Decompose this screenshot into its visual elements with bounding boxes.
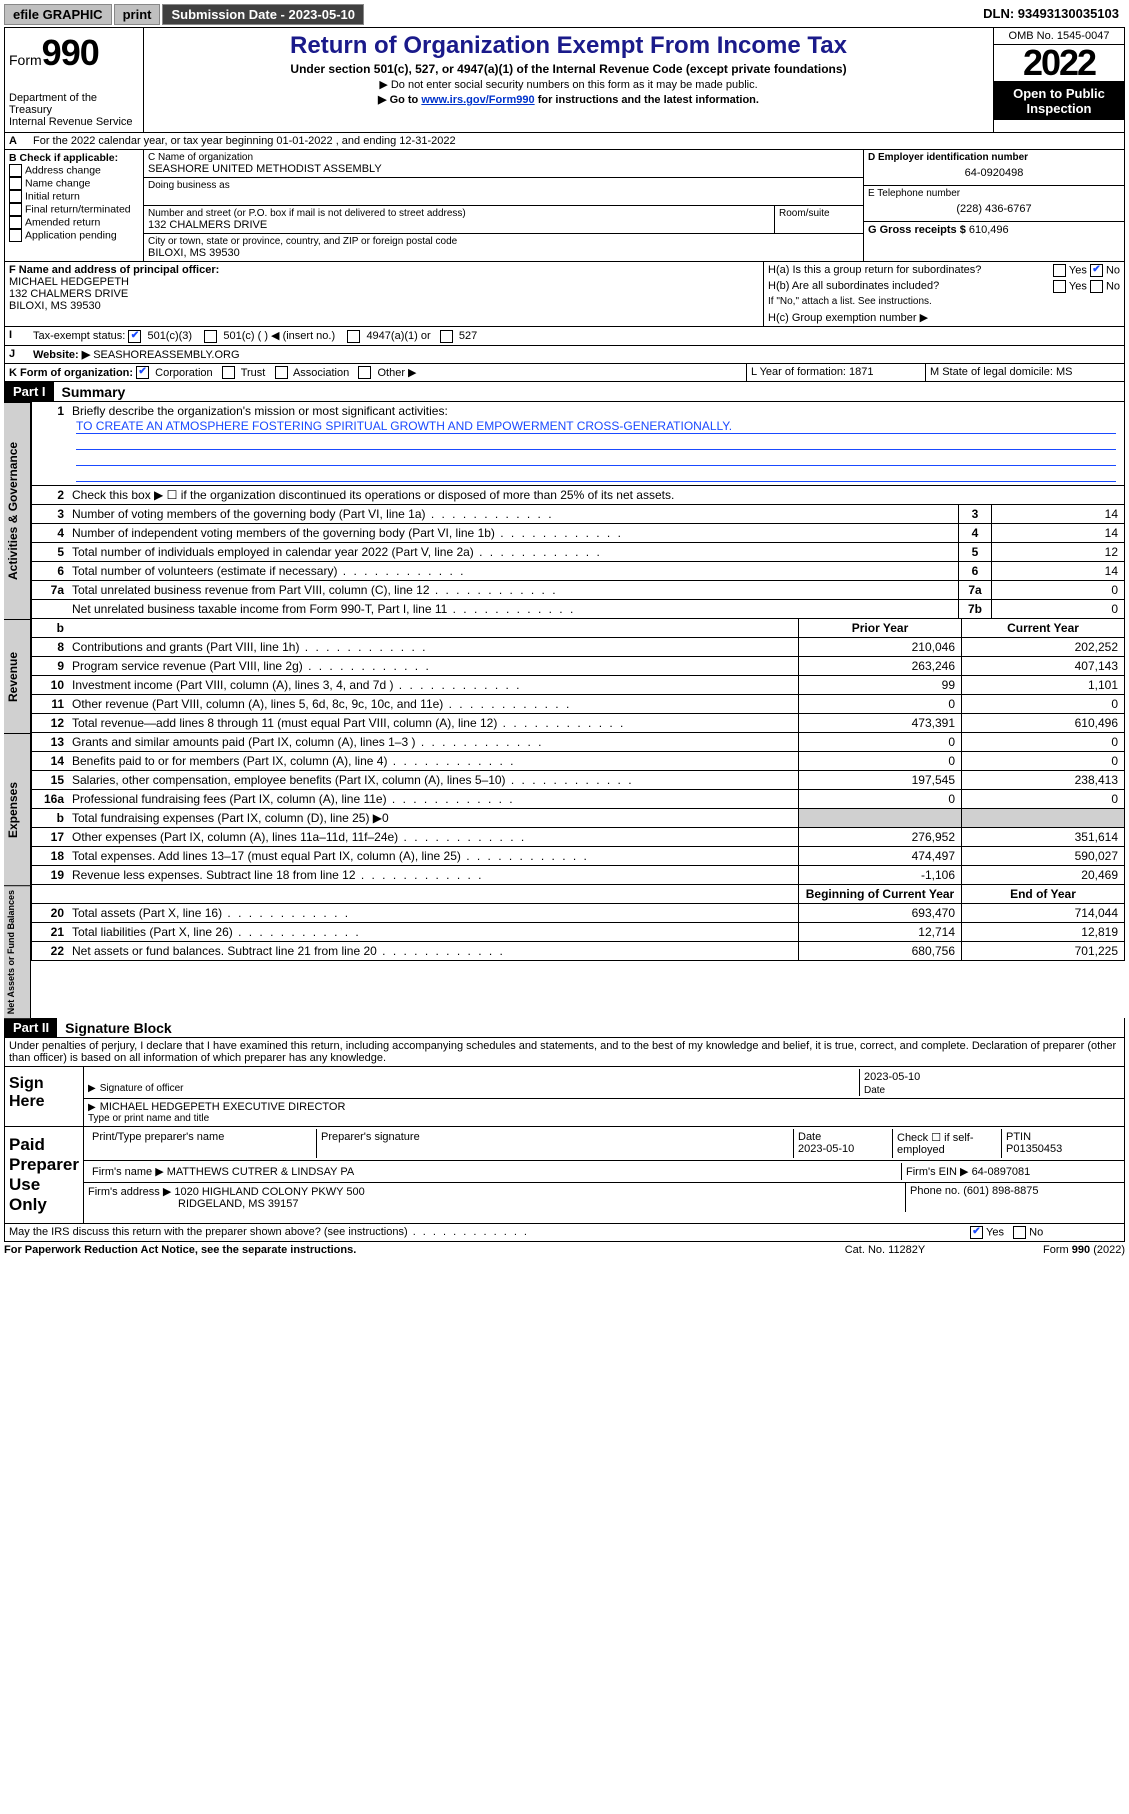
summary-line: Grants and similar amounts paid (Part IX… [68, 733, 798, 751]
section-f: F Name and address of principal officer:… [5, 262, 764, 326]
section-h-b: H(b) Are all subordinates included? Yes … [764, 278, 1124, 294]
form-subtitle: Under section 501(c), 527, or 4947(a)(1)… [148, 62, 989, 76]
sign-here-label: Sign Here [5, 1067, 84, 1126]
form-number: Form990 [9, 32, 139, 74]
discuss-question: May the IRS discuss this return with the… [5, 1224, 966, 1241]
summary-line: Total number of individuals employed in … [68, 543, 958, 561]
ptin-col: PTINP01350453 [1002, 1129, 1120, 1158]
self-employed-col: Check ☐ if self-employed [893, 1129, 1002, 1158]
line-1: Briefly describe the organization's miss… [68, 402, 1124, 485]
firm-name: Firm's name ▶ MATTHEWS CUTRER & LINDSAY … [88, 1163, 901, 1180]
form-title: Return of Organization Exempt From Incom… [148, 32, 989, 60]
summary-line: Net unrelated business taxable income fr… [68, 600, 958, 618]
part-2-title: Signature Block [57, 1020, 172, 1036]
vtab-net-assets: Net Assets or Fund Balances [4, 885, 31, 1018]
form-ref: Form 990 (2022) [975, 1244, 1125, 1256]
vtab-revenue: Revenue [4, 619, 31, 733]
form-note-2: ▶ Go to www.irs.gov/Form990 for instruct… [148, 93, 989, 106]
officer-name: MICHAEL HEDGEPETH EXECUTIVE DIRECTOR [88, 1101, 1120, 1113]
firm-address: Firm's address ▶ 1020 HIGHLAND COLONY PK… [84, 1183, 905, 1212]
summary-line: Revenue less expenses. Subtract line 18 … [68, 866, 798, 884]
section-c-dba: Doing business as [144, 178, 863, 206]
officer-name-label: Type or print name and title [88, 1113, 1120, 1124]
instructions-link[interactable]: www.irs.gov/Form990 [421, 94, 534, 106]
preparer-date-col: Date2023-05-10 [794, 1129, 893, 1158]
summary-line: Total assets (Part X, line 16) [68, 904, 798, 922]
form-note-1: ▶ Do not enter social security numbers o… [148, 78, 989, 91]
summary-line: Total revenue—add lines 8 through 11 (mu… [68, 714, 798, 732]
signature-date: 2023-05-10 [860, 1069, 1120, 1085]
efile-graphic-label: efile GRAPHIC [4, 4, 112, 25]
section-c-address: Number and street (or P.O. box if mail i… [144, 206, 775, 233]
section-j: Website: ▶ SEASHOREASSEMBLY.ORG [29, 346, 244, 363]
vtab-expenses: Expenses [4, 733, 31, 885]
col-current-year: Current Year [961, 619, 1124, 637]
summary-line: Other expenses (Part IX, column (A), lin… [68, 828, 798, 846]
summary-line: Other revenue (Part VIII, column (A), li… [68, 695, 798, 713]
section-i: Tax-exempt status: 501(c)(3) 501(c) ( ) … [29, 327, 481, 345]
section-c-name: C Name of organization SEASHORE UNITED M… [144, 150, 863, 178]
paid-preparer-label: Paid Preparer Use Only [5, 1127, 84, 1223]
part-1-title: Summary [54, 384, 126, 400]
top-bar: efile GRAPHIC print Submission Date - 20… [4, 4, 1125, 25]
section-m: M State of legal domicile: MS [925, 364, 1124, 382]
tax-year: 2022 [994, 45, 1124, 82]
pra-notice: For Paperwork Reduction Act Notice, see … [4, 1244, 795, 1256]
summary-line: Total expenses. Add lines 13–17 (must eq… [68, 847, 798, 865]
cat-no: Cat. No. 11282Y [795, 1244, 975, 1256]
dept-label: Department of the Treasury [9, 92, 139, 116]
submission-date: Submission Date - 2023-05-10 [162, 4, 364, 25]
preparer-name-col: Print/Type preparer's name [88, 1129, 317, 1158]
section-k: K Form of organization: Corporation Trus… [5, 364, 746, 382]
col-end-year: End of Year [961, 885, 1124, 903]
col-prior-year: Prior Year [798, 619, 961, 637]
irs-label: Internal Revenue Service [9, 116, 139, 128]
part-2-header: Part II [5, 1018, 57, 1037]
section-b: B Check if applicable: Address change Na… [5, 150, 144, 261]
section-e: E Telephone number (228) 436-6767 [864, 186, 1124, 222]
summary-line: Program service revenue (Part VIII, line… [68, 657, 798, 675]
line-16b: Total fundraising expenses (Part IX, col… [68, 809, 798, 827]
firm-phone: Phone no. (601) 898-8875 [905, 1183, 1124, 1212]
penalties-statement: Under penalties of perjury, I declare th… [4, 1038, 1125, 1067]
section-c-city: City or town, state or province, country… [144, 234, 863, 261]
section-d: D Employer identification number 64-0920… [864, 150, 1124, 186]
tax-year-range: For the 2022 calendar year, or tax year … [29, 133, 460, 149]
open-to-public: Open to Public Inspection [994, 82, 1124, 120]
vtab-governance: Activities & Governance [4, 402, 31, 619]
summary-line: Professional fundraising fees (Part IX, … [68, 790, 798, 808]
section-h-c: H(c) Group exemption number ▶ [764, 309, 1124, 326]
row-a: A For the 2022 calendar year, or tax yea… [4, 133, 1125, 150]
summary-line: Number of voting members of the governin… [68, 505, 958, 523]
summary-line: Contributions and grants (Part VIII, lin… [68, 638, 798, 656]
line-2: Check this box ▶ ☐ if the organization d… [68, 486, 1124, 504]
section-h-b-note: If "No," attach a list. See instructions… [764, 294, 1124, 309]
summary-line: Salaries, other compensation, employee b… [68, 771, 798, 789]
dln-label: DLN: 93493130035103 [977, 4, 1125, 25]
section-h-a: H(a) Is this a group return for subordin… [764, 262, 1124, 278]
section-l: L Year of formation: 1871 [746, 364, 925, 382]
part-1-header: Part I [5, 382, 54, 401]
summary-line: Total liabilities (Part X, line 26) [68, 923, 798, 941]
form-header: Form990 Department of the Treasury Inter… [4, 27, 1125, 133]
print-button[interactable]: print [114, 4, 161, 25]
section-c-room: Room/suite [775, 206, 863, 233]
summary-line: Net assets or fund balances. Subtract li… [68, 942, 798, 960]
summary-line: Total unrelated business revenue from Pa… [68, 581, 958, 599]
preparer-sig-col: Preparer's signature [317, 1129, 794, 1158]
summary-line: Total number of volunteers (estimate if … [68, 562, 958, 580]
signature-label: Signature of officer [88, 1083, 859, 1094]
summary-line: Number of independent voting members of … [68, 524, 958, 542]
summary-line: Investment income (Part VIII, column (A)… [68, 676, 798, 694]
section-g: G Gross receipts $ 610,496 [864, 222, 1124, 238]
firm-ein: Firm's EIN ▶ 64-0897081 [901, 1163, 1120, 1180]
discuss-yes-no: Yes No [966, 1224, 1124, 1241]
col-beginning-year: Beginning of Current Year [798, 885, 961, 903]
summary-line: Benefits paid to or for members (Part IX… [68, 752, 798, 770]
